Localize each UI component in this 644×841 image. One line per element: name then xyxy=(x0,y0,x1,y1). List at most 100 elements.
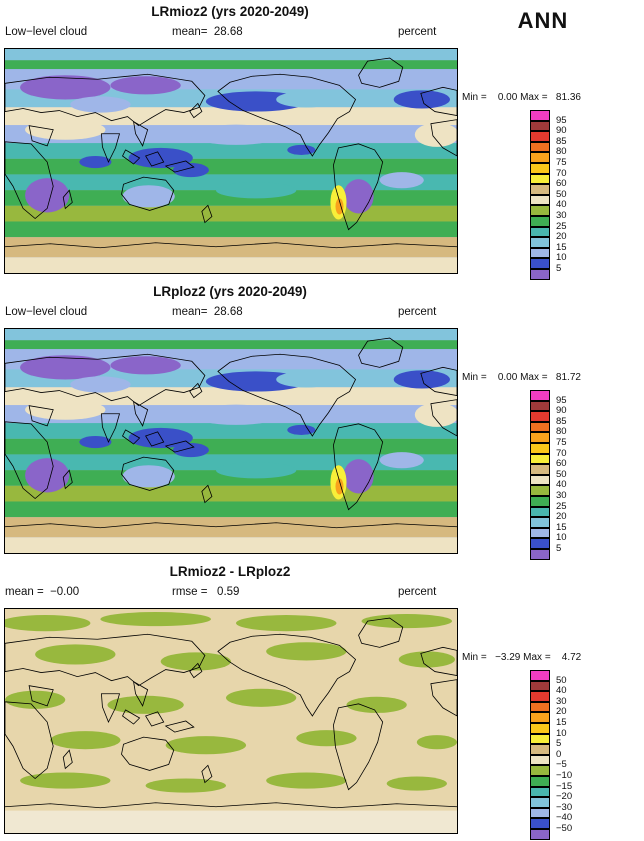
coastline xyxy=(28,125,54,147)
coastline xyxy=(62,749,73,770)
coastline xyxy=(420,86,457,117)
colorbar-cell xyxy=(530,818,550,829)
coastline xyxy=(28,685,54,707)
coastline xyxy=(5,421,54,500)
colorbar-cell xyxy=(530,110,550,121)
colorbar-tick-label: 5 xyxy=(556,263,562,274)
colorbar-cell xyxy=(530,691,550,702)
contour-fill xyxy=(35,644,116,665)
rmse-label: rmse = 0.59 xyxy=(172,586,240,598)
coastline xyxy=(122,709,141,725)
contour-fill xyxy=(386,776,447,791)
contour-fill xyxy=(110,356,181,375)
colorbar-tick-label: 40 xyxy=(556,685,567,697)
contour-fill xyxy=(5,205,457,222)
colorbar-cell xyxy=(530,829,550,840)
colorbar-tick-label: 25 xyxy=(556,500,567,512)
colorbar-cell xyxy=(530,538,550,549)
colorbar-cell xyxy=(530,786,550,798)
colorbar-cell xyxy=(530,712,550,723)
coastline xyxy=(430,399,457,437)
contour-fill xyxy=(5,485,457,502)
coastline xyxy=(133,680,149,707)
colorbar-tick-label: 15 xyxy=(556,521,567,533)
colorbar-tick-label: 25 xyxy=(556,220,567,232)
colorbar-tick-label: 10 xyxy=(556,532,567,544)
contour-fill xyxy=(145,778,226,793)
contour-fill xyxy=(122,185,175,208)
colorbar-tick-label: 30 xyxy=(556,210,567,221)
contour-fill xyxy=(266,772,347,789)
coastline xyxy=(358,617,404,648)
map-difference xyxy=(4,608,458,834)
contour-fill xyxy=(416,735,457,750)
colorbar-cell xyxy=(530,464,550,475)
contour-fill xyxy=(20,75,111,100)
coastline xyxy=(100,133,121,163)
colorbar-cell xyxy=(530,194,550,206)
units-label: percent xyxy=(398,26,437,38)
colorbar-cell xyxy=(530,754,550,766)
contour-fill xyxy=(25,178,70,213)
contour-fill xyxy=(236,615,337,632)
colorbar-tick-label: 20 xyxy=(556,511,567,523)
colorbar-tick-label: 10 xyxy=(556,252,567,264)
contour-fill xyxy=(335,198,344,215)
season-label: ANN xyxy=(517,8,569,33)
coastline xyxy=(28,405,54,427)
contour-fill xyxy=(335,478,344,495)
colorbar-tick-label: −15 xyxy=(556,780,573,792)
colorbar-tick-label: 0 xyxy=(556,748,562,760)
colorbar-tick-label: 30 xyxy=(556,695,567,707)
panel-title: LRmioz2 (yrs 2020-2049) xyxy=(151,4,309,19)
contour-fill xyxy=(414,122,457,147)
colorbar-tick-label: 50 xyxy=(556,188,567,200)
panel-difference: LRmioz2 - LRploz2 mean = −0.00 rmse = 0.… xyxy=(0,560,644,840)
colorbar-tick-label: 20 xyxy=(556,231,567,243)
coastline xyxy=(62,469,73,490)
coastline xyxy=(121,176,175,211)
colorbar-tick-label: 5 xyxy=(556,543,562,554)
coastline xyxy=(145,431,165,447)
contour-fill xyxy=(287,144,316,155)
contour-fill xyxy=(393,370,450,389)
colorbar-tick-label: −50 xyxy=(556,823,573,834)
colorbar: 50 40 30 20 15 10 5 0 −5 −10 −15 −20 −30 −40 −50 xyxy=(530,670,588,841)
coastline xyxy=(5,73,206,127)
contour-fill xyxy=(5,517,457,538)
contour-fill xyxy=(361,614,452,629)
colorbar-tick-label: 90 xyxy=(556,405,567,417)
contour-fill xyxy=(215,182,297,199)
colorbar-cell xyxy=(530,226,550,238)
contour-fill xyxy=(100,612,211,627)
coastline xyxy=(164,160,195,173)
colorbar-cell xyxy=(530,163,550,174)
coastline xyxy=(420,646,457,677)
coastline xyxy=(420,366,457,397)
colorbar-tick-label: 15 xyxy=(556,717,567,728)
mean-label: mean = −0.00 xyxy=(5,586,80,598)
coastline xyxy=(5,633,206,687)
colorbar-tick-label: 80 xyxy=(556,146,567,158)
colorbar-cell xyxy=(530,723,550,734)
coastline xyxy=(5,141,54,220)
contour-fill xyxy=(70,376,131,393)
colorbar-tick-label: 20 xyxy=(556,706,567,718)
colorbar-tick-label: 30 xyxy=(556,490,567,501)
colorbar-cell xyxy=(530,527,550,539)
colorbar-cell xyxy=(530,453,550,465)
contour-fill xyxy=(379,172,424,189)
contour-fill xyxy=(160,652,231,671)
colorbar-tick-label: 70 xyxy=(556,447,567,459)
coastline xyxy=(100,693,121,723)
colorbar-cell xyxy=(530,400,550,412)
coastline xyxy=(145,711,165,727)
colorbar-tick-label: 85 xyxy=(556,415,567,427)
contour-fill xyxy=(266,642,347,661)
colorbar-cell xyxy=(530,216,550,227)
coastline xyxy=(121,736,175,771)
colorbar-cell xyxy=(530,269,550,280)
contour-fill xyxy=(20,772,111,789)
colorbar-cell xyxy=(530,120,550,132)
coastline xyxy=(358,57,404,88)
